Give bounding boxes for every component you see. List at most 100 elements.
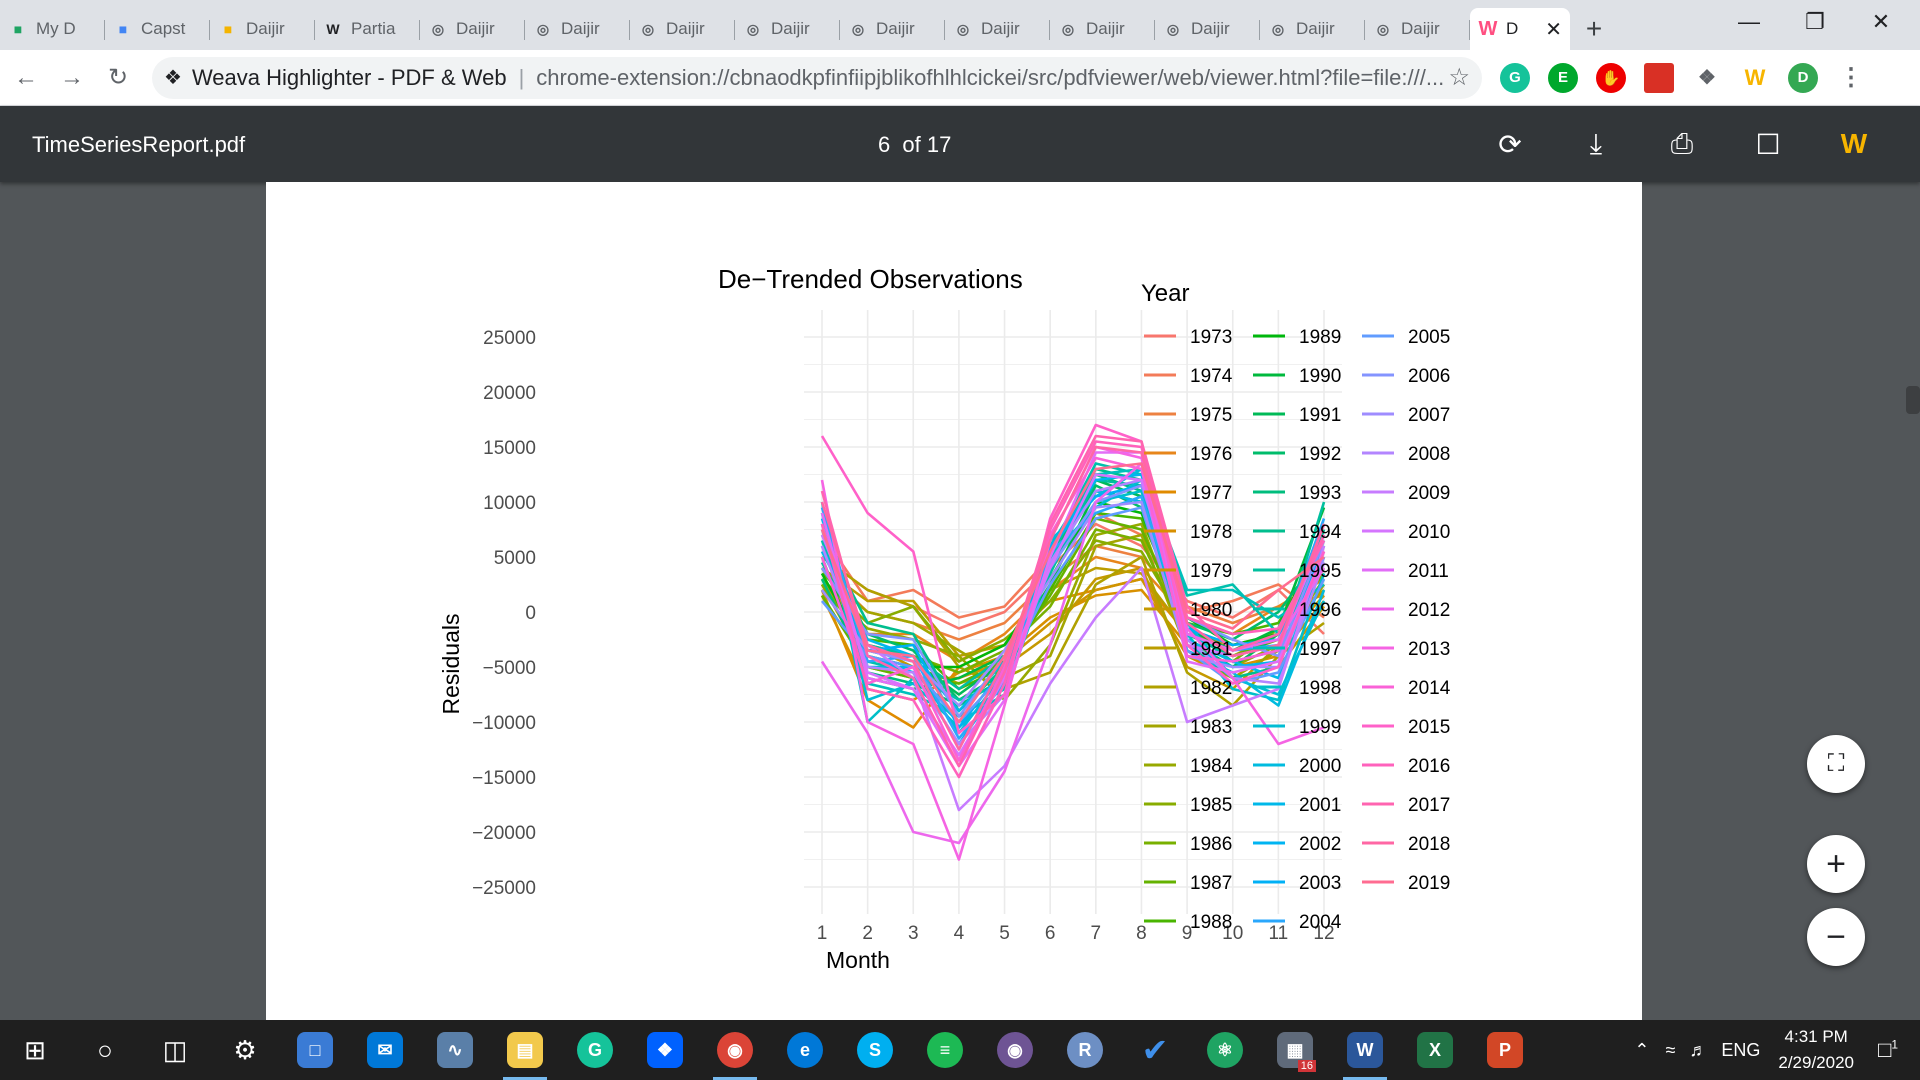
grammarly-taskbar-icon[interactable]: G	[560, 1020, 630, 1080]
rotate-icon[interactable]: ⟳	[1498, 128, 1522, 160]
y-tick-label: 20000	[483, 383, 536, 404]
mail-icon[interactable]: ✉	[350, 1020, 420, 1080]
close-window-button[interactable]: ✕	[1871, 9, 1891, 34]
download-icon[interactable]: ⤓	[1589, 127, 1603, 159]
legend-label: 2015	[1408, 717, 1450, 738]
skype-icon[interactable]: S	[840, 1020, 910, 1080]
x-tick-label: 9	[1182, 923, 1193, 944]
chrome-icon[interactable]: ◉	[700, 1020, 770, 1080]
fit-to-page-button[interactable]: ⛶	[1807, 735, 1865, 793]
grammarly-icon[interactable]: G	[1500, 62, 1530, 93]
tab-9[interactable]: ◎ Daijir	[945, 8, 1050, 50]
legend-label: 2017	[1408, 795, 1450, 816]
url-text: chrome-extension://cbnaodkpfinfiipjbliko…	[536, 64, 1445, 90]
notification-icon[interactable]: □1	[1878, 1037, 1898, 1062]
series-line-2017	[820, 434, 1326, 768]
weava-extension-icon[interactable]: W	[1744, 64, 1766, 90]
legend-label: 1977	[1190, 483, 1232, 504]
file-explorer-icon[interactable]: ▤	[490, 1020, 560, 1080]
tab-label: D	[1506, 19, 1519, 38]
legend-label: 1997	[1299, 639, 1341, 660]
settings-icon[interactable]: ⚙	[233, 1034, 257, 1065]
current-page[interactable]: 6	[878, 132, 891, 157]
excel-icon[interactable]: X	[1400, 1020, 1470, 1080]
forward-button[interactable]: →	[60, 63, 84, 91]
back-button[interactable]: ←	[14, 63, 38, 91]
word-badge: 16	[1297, 1060, 1316, 1072]
word-icon[interactable]: W	[1330, 1020, 1400, 1080]
r-icon[interactable]: R	[1050, 1020, 1120, 1080]
task-view-icon[interactable]: ◫	[162, 1034, 188, 1065]
powerpoint-icon[interactable]: P	[1470, 1020, 1540, 1080]
scrollbar-thumb[interactable]	[1906, 386, 1920, 414]
zoom-out-button[interactable]: −	[1807, 908, 1865, 966]
calculator-icon[interactable]: ▦ 16	[1260, 1020, 1330, 1080]
docs-icon: ■	[118, 21, 128, 37]
dropbox-icon[interactable]: ❖	[630, 1020, 700, 1080]
clock[interactable]: 4:31 PM 2/29/2020	[1778, 1024, 1854, 1076]
series-line-2006	[820, 484, 1326, 718]
restore-button[interactable]: ❐	[1805, 9, 1825, 34]
globe-icon: ◎	[1061, 20, 1075, 37]
y-tick-label: 25000	[483, 328, 536, 349]
spotify-icon[interactable]: ≡	[910, 1020, 980, 1080]
tab-11[interactable]: ◎ Daijir	[1155, 8, 1260, 50]
dropbox-extension-icon[interactable]: ❖	[1698, 67, 1716, 89]
new-tab-button[interactable]: +	[1585, 13, 1603, 44]
legend-label: 2016	[1408, 756, 1450, 777]
weava-logo-icon[interactable]: W	[1840, 128, 1868, 159]
bookmark-star-icon[interactable]: ☆	[1448, 64, 1470, 91]
tab-13[interactable]: ◎ Daijir	[1365, 8, 1470, 50]
tab-3[interactable]: W Partia	[315, 8, 420, 50]
tab-6[interactable]: ◎ Daijir	[630, 8, 735, 50]
x-tick-label: 2	[862, 923, 873, 944]
print-icon[interactable]: ⎙	[1670, 127, 1694, 159]
x-tick-label: 6	[1045, 923, 1056, 944]
todo-icon[interactable]: ✔	[1141, 1032, 1169, 1068]
tab-active[interactable]: W D ✕	[1470, 8, 1570, 50]
close-tab-icon[interactable]: ✕	[1545, 18, 1562, 41]
tab-8[interactable]: ◎ Daijir	[840, 8, 945, 50]
evernote-icon[interactable]: E	[1548, 62, 1578, 93]
tab-12[interactable]: ◎ Daijir	[1260, 8, 1365, 50]
globe-icon: ◎	[431, 20, 445, 37]
tab-5[interactable]: ◎ Daijir	[525, 8, 630, 50]
profile-avatar[interactable]: D	[1788, 62, 1818, 93]
edge-icon[interactable]: e	[770, 1020, 840, 1080]
legend-label: 1992	[1299, 444, 1341, 465]
y-tick-label: 10000	[483, 493, 536, 514]
wifi-icon[interactable]: ≈	[1665, 1039, 1676, 1060]
menu-icon[interactable]: ⋮	[1839, 64, 1863, 91]
bookmark-icon[interactable]: ☐	[1755, 128, 1781, 160]
tab-7[interactable]: ◎ Daijir	[735, 8, 840, 50]
windows-start-icon[interactable]: ⊞	[24, 1034, 46, 1065]
legend-title: Year	[1141, 280, 1190, 307]
tab-label: Daijir	[666, 19, 705, 38]
taskbar: ⊞ ○ ◫ ⚙ □ ✉ ∿ ▤ G ❖ ◉ e S ≡ ◉ R ✔ ⚛ ▦ 16 …	[0, 1020, 1920, 1080]
pdf-page: De−Trended Observations Month Residuals …	[266, 182, 1642, 1020]
tab-2[interactable]: ■ Daijir	[210, 8, 315, 50]
github-icon[interactable]: ◉	[980, 1020, 1050, 1080]
atom-icon[interactable]: ⚛	[1190, 1020, 1260, 1080]
adblock-icon[interactable]: ✋	[1596, 62, 1626, 93]
tab-bar: ■ My D ■ Capst ■ Daijir W Partia ◎ Daijir ◎ Daijir ◎…	[0, 0, 1920, 50]
language-indicator[interactable]: ENG	[1721, 1039, 1761, 1060]
drive-icon: ■	[13, 21, 23, 37]
control-panel-icon[interactable]: □	[280, 1020, 350, 1080]
volume-icon[interactable]: ♬	[1689, 1039, 1708, 1060]
chevron-up-icon[interactable]: ⌃	[1634, 1039, 1650, 1060]
tab-0[interactable]: ■ My D	[0, 8, 105, 50]
address-bar[interactable]: ❖ Weava Highlighter - PDF & Web | chrome…	[152, 56, 1482, 99]
book-extension-icon[interactable]	[1644, 62, 1674, 93]
zoom-in-button[interactable]: +	[1807, 835, 1865, 893]
tab-1[interactable]: ■ Capst	[105, 8, 210, 50]
reload-button[interactable]: ↻	[107, 64, 129, 91]
monitor-icon[interactable]: ∿	[420, 1020, 490, 1080]
cortana-icon[interactable]: ○	[97, 1034, 113, 1065]
minimize-button[interactable]: —	[1738, 9, 1760, 34]
tab-10[interactable]: ◎ Daijir	[1050, 8, 1155, 50]
chart-title: De−Trended Observations	[718, 264, 1023, 294]
tab-4[interactable]: ◎ Daijir	[420, 8, 525, 50]
legend-label: 2011	[1408, 561, 1449, 582]
legend-label: 1990	[1299, 366, 1341, 387]
